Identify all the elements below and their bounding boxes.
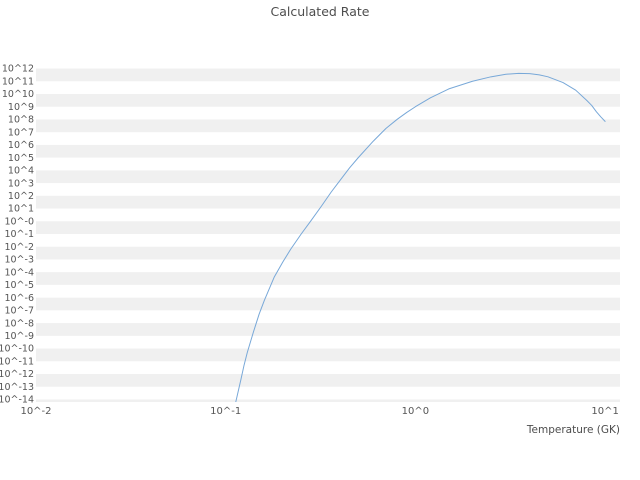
y-tick-label: 10^7 bbox=[8, 127, 34, 138]
y-tick-label: 10^-8 bbox=[4, 318, 34, 329]
y-tick-label: 10^8 bbox=[8, 115, 34, 126]
grid-band bbox=[36, 348, 620, 362]
y-tick-label: 10^-13 bbox=[0, 382, 34, 393]
grid-band bbox=[36, 297, 620, 311]
y-tick-label: 10^-6 bbox=[4, 293, 34, 304]
x-tick-label: 10^-2 bbox=[20, 406, 51, 417]
x-tick-label: 10^-1 bbox=[210, 406, 241, 417]
y-axis-tick-labels: 10^1210^1110^1010^910^810^710^610^510^41… bbox=[0, 64, 34, 406]
x-axis-label: Temperature (GK) bbox=[526, 424, 620, 436]
y-tick-label: 10^-7 bbox=[4, 306, 34, 317]
y-tick-label: 10^-9 bbox=[4, 331, 34, 342]
y-tick-label: 10^9 bbox=[8, 102, 34, 113]
grid-band bbox=[36, 119, 620, 133]
grid-bands bbox=[36, 68, 620, 402]
grid-band bbox=[36, 399, 620, 402]
grid-band bbox=[36, 170, 620, 184]
y-tick-label: 10^-14 bbox=[0, 395, 34, 406]
y-tick-label: 10^1 bbox=[8, 204, 34, 215]
grid-band bbox=[36, 68, 620, 82]
y-tick-label: 10^5 bbox=[8, 153, 34, 164]
y-tick-label: 10^2 bbox=[8, 191, 34, 202]
y-tick-label: 10^-2 bbox=[4, 242, 34, 253]
y-tick-label: 10^-3 bbox=[4, 255, 34, 266]
x-tick-label: 10^0 bbox=[402, 406, 429, 417]
grid-band bbox=[36, 373, 620, 387]
grid-band bbox=[36, 195, 620, 209]
y-tick-label: 10^-11 bbox=[0, 356, 34, 367]
y-tick-label: 10^3 bbox=[8, 178, 34, 189]
y-tick-label: 10^12 bbox=[2, 64, 34, 75]
y-tick-label: 10^-12 bbox=[0, 369, 34, 380]
y-tick-label: 10^11 bbox=[2, 76, 34, 87]
y-tick-label: 10^-1 bbox=[4, 229, 34, 240]
x-tick-label: 10^1 bbox=[591, 406, 618, 417]
grid-band bbox=[36, 93, 620, 107]
y-tick-label: 10^6 bbox=[8, 140, 34, 151]
series-lines bbox=[235, 72, 606, 402]
grid-band bbox=[36, 272, 620, 285]
y-tick-label: 10^-0 bbox=[4, 216, 34, 227]
y-tick-label: 10^-4 bbox=[4, 267, 34, 278]
grid-band bbox=[36, 144, 620, 158]
y-tick-label: 10^10 bbox=[2, 89, 34, 100]
grid-band bbox=[36, 221, 620, 234]
series-line-calculated-rate bbox=[235, 72, 606, 402]
y-tick-label: 10^4 bbox=[8, 166, 34, 177]
y-tick-label: 10^-10 bbox=[0, 344, 34, 355]
y-tick-label: 10^-5 bbox=[4, 280, 34, 291]
chart-title: Calculated Rate bbox=[270, 4, 370, 19]
grid-band bbox=[36, 323, 620, 336]
x-axis-tick-labels: 10^-2 10^-1 10^0 10^1 bbox=[20, 406, 618, 417]
grid-band bbox=[36, 246, 620, 260]
